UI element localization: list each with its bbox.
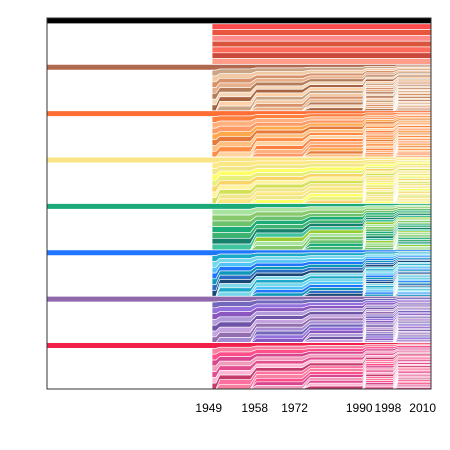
crayon-band-0-4 [211,40,432,48]
crayon-band-0-0 [46,17,432,25]
x-tick-label-1949: 1949 [195,401,222,415]
x-tick-label-1972: 1972 [281,401,308,415]
x-axis: 1949 1958 1972 1990 1998 2010 [195,401,436,415]
crayon-band-0-7 [211,58,432,65]
x-tick-label-1958: 1958 [241,401,268,415]
crayon-band-0-2 [211,29,432,36]
crayon-band-0-1 [211,23,432,30]
x-tick-label-1998: 1998 [375,401,402,415]
plot-area [46,17,432,390]
x-tick-label-1990: 1990 [346,401,373,415]
crayon-band-0-5 [211,46,432,54]
crayon-band-0-6 [211,52,432,59]
crayon-band-0-3 [211,35,432,42]
plot-frame [46,17,432,390]
x-tick-label-2010: 2010 [409,401,436,415]
